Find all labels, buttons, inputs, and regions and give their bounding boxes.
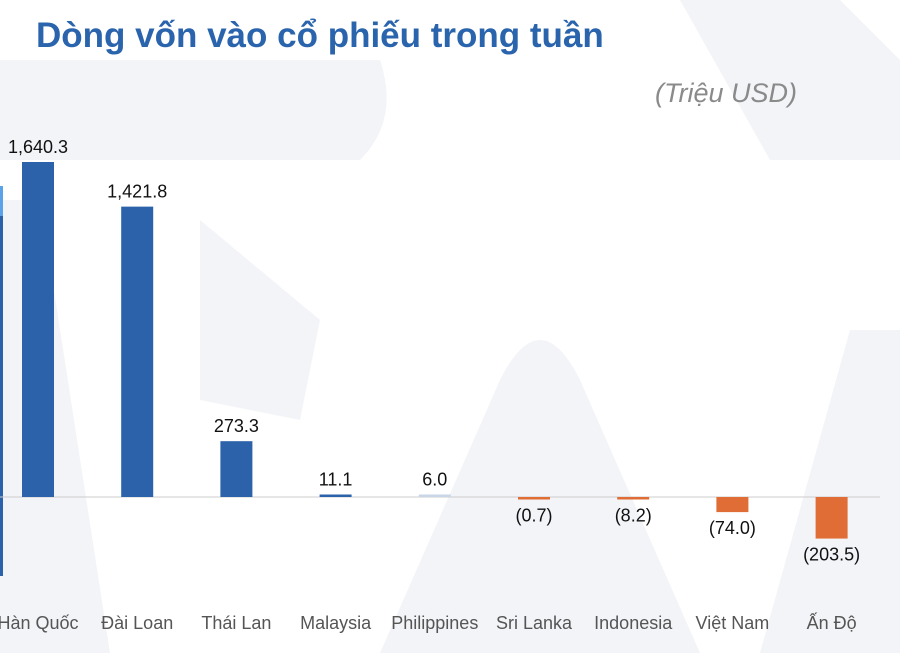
chart-title: Dòng vốn vào cổ phiếu trong tuần [36,16,604,55]
bar-0 [22,162,54,497]
category-label: Philippines [391,613,478,633]
bar-8 [815,497,848,539]
data-label: (74.0) [709,518,756,538]
bar-2 [220,441,253,497]
unit-label: (Triệu USD) [655,78,798,108]
data-label: 273.3 [214,416,259,436]
data-label: (203.5) [803,545,860,565]
category-label: Việt Nam [696,613,770,633]
bar-7 [716,497,749,513]
data-label: 1,640.3 [8,137,68,157]
category-label: Malaysia [300,613,372,633]
bar-5 [518,497,550,500]
data-label: (8.2) [615,506,652,526]
bar-3 [319,494,352,497]
bar-4 [418,494,451,497]
cropped-bar [0,186,3,576]
data-label: 11.1 [319,470,353,490]
category-label: Ấn Độ [807,612,857,633]
category-label: Sri Lanka [496,613,573,633]
category-label: Indonesia [594,613,673,633]
bar-6 [617,497,650,500]
category-label: Hàn Quốc [0,613,79,633]
data-label: 1,421.8 [107,182,167,202]
category-label: Đài Loan [101,613,173,633]
bar-1 [121,206,154,498]
category-label: Thái Lan [201,613,271,633]
data-label: 6.0 [422,470,447,490]
data-label: (0.7) [515,506,552,526]
